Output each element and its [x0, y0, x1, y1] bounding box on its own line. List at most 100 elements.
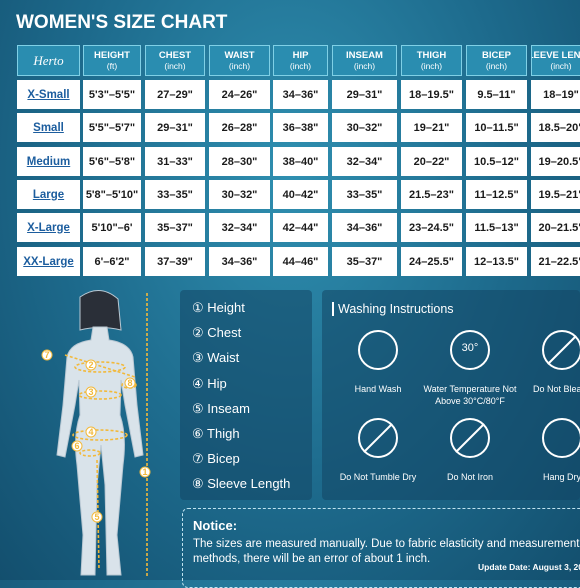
column-unit: (inch)	[420, 60, 443, 71]
label-dot	[85, 359, 97, 371]
care-icon	[358, 418, 398, 458]
figure-label: 4	[88, 427, 93, 437]
table-cell: 5'10"–6'	[83, 213, 141, 242]
care-icon	[542, 418, 580, 458]
table-cell: 19–20.5"	[531, 147, 580, 176]
table-cell: 5'6"–5'8"	[83, 147, 141, 176]
table-cell: 21.5–23"	[401, 180, 462, 209]
size-label: XX-Large	[17, 247, 80, 276]
table-cell: 37–39"	[145, 247, 205, 276]
label-dot	[85, 386, 97, 398]
table-cell: 34–36"	[209, 247, 270, 276]
table-cell: 32–34"	[209, 213, 270, 242]
column-header: THIGH (inch)	[401, 45, 462, 76]
size-label: Large	[17, 180, 80, 209]
update-date: Update Date: August 3, 2023	[478, 562, 580, 572]
column-unit: (inch)	[289, 60, 312, 71]
title: WOMEN'S SIZE CHART	[16, 12, 228, 33]
column-name: CHEST	[158, 49, 192, 61]
table-cell: 11–12.5"	[466, 180, 527, 209]
notice-text: The sizes are measured manually. Due to …	[193, 538, 580, 565]
table-cell: 26–28"	[209, 113, 270, 142]
label-dot	[91, 511, 103, 523]
measurement-item: ② Chest	[192, 325, 242, 341]
icon-text: 30°	[461, 342, 479, 354]
table-cell: 27–29"	[145, 80, 205, 109]
figure-label: 7	[44, 350, 49, 360]
figure-label: 8	[127, 378, 132, 388]
logo: Herto	[17, 45, 80, 76]
size-label: X-Small	[17, 80, 80, 109]
table-cell: 5'5"–5'7"	[83, 113, 141, 142]
table-cell: 9.5–11"	[466, 80, 527, 109]
label-dot	[124, 377, 136, 389]
table-cell: 35–37"	[332, 247, 397, 276]
figure-label: 1	[142, 467, 147, 477]
measurement-item: ⑥ Thigh	[192, 426, 240, 441]
measurement-panel: ① Height ② Chest ③ Waist ④ Hip ⑤ Inseam ⑥ Thi…	[180, 290, 312, 500]
table-cell: 18.5–20"	[531, 113, 580, 142]
label-dot	[139, 466, 151, 478]
table-cell: 10–11.5"	[466, 113, 527, 142]
size-label: X-Large	[17, 213, 80, 242]
table-cell: 35–37"	[145, 213, 205, 242]
column-header: CHEST (inch)	[145, 45, 205, 76]
table-cell: 38–40"	[273, 147, 328, 176]
column-name: HIP	[292, 49, 309, 61]
care-label: Hang Dry	[542, 472, 580, 482]
table-cell: 28–30"	[209, 147, 270, 176]
column-unit: (inch)	[485, 60, 508, 71]
column-header: WAIST (inch)	[209, 45, 270, 76]
size-label: Small	[17, 113, 80, 142]
measurement-item: ③ Waist	[192, 350, 240, 366]
table-cell: 18–19.5"	[401, 80, 462, 109]
table-cell: 10.5–12"	[466, 147, 527, 176]
care-label: Do Not Tumble Dry	[339, 472, 417, 482]
column-unit: (inch)	[550, 60, 572, 71]
column-name: INSEAM	[346, 49, 383, 61]
care-label: Water Temperature Not Above 30°C/80°F	[423, 384, 517, 406]
column-unit: (inch)	[164, 60, 186, 71]
column-name: THIGH	[416, 49, 447, 61]
table-cell: 33–35"	[332, 180, 397, 209]
table-cell: 29–31"	[332, 80, 397, 109]
table-cell: 24–26"	[209, 80, 270, 109]
column-unit: (inch)	[353, 60, 376, 71]
measurement-item: ④ Hip	[192, 375, 227, 391]
table-cell: 21–22.5"	[531, 247, 580, 276]
figure-label: 6	[74, 441, 79, 451]
figure-label: 5	[94, 512, 99, 522]
table-cell: 24–25.5"	[401, 247, 462, 276]
care-icon	[450, 418, 490, 458]
table-cell: 19–21"	[401, 113, 462, 142]
measurement-item: ⑧ Sleeve Length	[192, 476, 291, 492]
label-dot	[85, 426, 97, 438]
column-header: HIP (inch)	[273, 45, 328, 76]
column-name: SLEEVE LENGTH	[532, 49, 580, 61]
table-cell: 32–34"	[332, 147, 397, 176]
table-cell: 44–46"	[273, 247, 328, 276]
care-label: Do Not Iron	[446, 472, 494, 482]
table-cell: 12–13.5"	[466, 247, 527, 276]
washing-panel: Washing Instructions Hand Wash 30° Water T…	[322, 290, 580, 500]
measurement-item: ⑤ Inseam	[192, 400, 250, 416]
figure-label: 2	[88, 360, 93, 370]
table-cell: 19.5–21"	[531, 180, 580, 209]
body-figure: 7 2 8 3 46 1 5	[41, 290, 151, 577]
table-cell: 33–35"	[145, 180, 205, 209]
table-cell: 20–22"	[401, 147, 462, 176]
notice-box: Notice: The sizes are measured manually.…	[182, 508, 580, 588]
column-name: BICEP	[481, 49, 512, 61]
icon-cross	[363, 423, 393, 453]
icon-cross	[547, 335, 577, 365]
notice-title: Notice:	[193, 518, 238, 533]
care-icon	[542, 330, 580, 370]
care-label: Hand Wash	[354, 384, 402, 394]
table-cell: 6'–6'2"	[83, 247, 141, 276]
washing-title: Washing Instructions	[332, 302, 454, 316]
column-name: HEIGHT	[94, 49, 130, 61]
table-cell: 20–21.5"	[531, 213, 580, 242]
table-cell: 11.5–13"	[466, 213, 527, 242]
table-cell: 31–33"	[145, 147, 205, 176]
column-header: HEIGHT (ft)	[83, 45, 141, 76]
